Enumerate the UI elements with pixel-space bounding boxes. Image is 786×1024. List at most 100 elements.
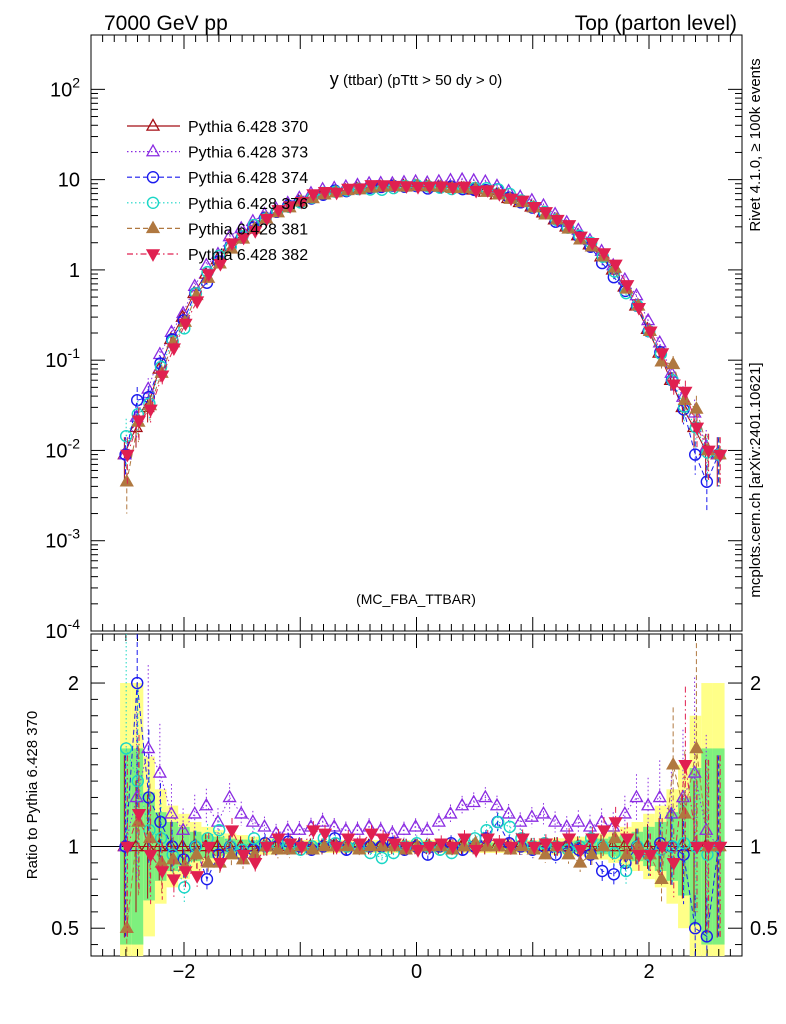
- ratio-data-point: [643, 849, 658, 863]
- main-data-point: [701, 445, 716, 459]
- main-data-point: [187, 278, 202, 291]
- main-data-point: [573, 231, 588, 245]
- ratio-data-point: [454, 797, 470, 811]
- ratio-data-point: [245, 814, 260, 827]
- ratio-data-point: [652, 789, 667, 803]
- ratio-data-point: [619, 864, 633, 878]
- series-6: [120, 180, 728, 938]
- ratio-data-point: [224, 846, 239, 860]
- ratio-data-point: [713, 841, 728, 855]
- legend-label: Pythia 6.428 382: [188, 247, 308, 264]
- ratio-y-tick-label-right: 2: [750, 673, 761, 695]
- legend-entry: Pythia 6.428 370: [127, 118, 308, 136]
- ratio-data-point: [375, 838, 390, 852]
- ratio-data-point: [201, 855, 216, 868]
- ratio-data-point: [700, 930, 714, 943]
- chart-title: y (ttbar) (pTtt > 50 dy > 0): [330, 69, 502, 89]
- ratio-data-point: [607, 868, 621, 881]
- legend: Pythia 6.428 370 Pythia 6.428 373 Pythia 6…: [127, 118, 308, 264]
- main-data-point: [119, 429, 133, 443]
- ratio-data-point: [259, 841, 274, 855]
- legend-marker: [145, 220, 161, 234]
- ratio-data-point: [527, 841, 542, 855]
- ratio-data-point: [689, 841, 705, 855]
- main-data-point: [469, 185, 484, 199]
- main-data-point: [700, 475, 714, 488]
- ratio-plot-frame: [90, 633, 743, 957]
- ratio-data-point: [562, 833, 577, 847]
- ratio-data-point: [617, 805, 632, 819]
- ratio-data-point: [210, 814, 226, 827]
- watermark: (MC_FBA_TTBAR): [356, 591, 476, 607]
- main-data-point: [434, 181, 449, 194]
- main-data-point: [689, 422, 705, 436]
- ratio-series-line: [126, 764, 721, 880]
- main-y-tick-label: 1: [69, 260, 80, 282]
- ratio-data-point: [677, 837, 691, 850]
- ratio-data-point: [408, 819, 423, 832]
- main-data-point: [155, 370, 170, 384]
- ratio-data-point: [491, 815, 505, 829]
- ratio-data-point: [271, 833, 286, 847]
- ratio-data-point: [210, 838, 225, 852]
- ratio-data-point: [445, 841, 460, 855]
- ratio-data-point: [166, 874, 181, 887]
- main-data-point: [131, 415, 147, 429]
- main-data-point: [445, 182, 460, 196]
- ratio-data-point: [573, 855, 588, 868]
- ratio-data-point: [120, 841, 135, 855]
- main-y-tick-label: 10-4: [45, 616, 80, 643]
- ratio-data-point: [666, 840, 679, 853]
- ratio-data-point: [443, 805, 458, 819]
- ratio-y-tick-label: 2: [68, 673, 79, 695]
- main-data-point: [655, 348, 670, 361]
- ratio-data-point: [619, 846, 634, 860]
- ratio-data-point: [248, 858, 263, 871]
- ratio-data-point: [190, 871, 205, 884]
- ratio-data-point: [431, 814, 446, 827]
- ratio-data-point: [201, 841, 216, 855]
- main-data-point: [666, 356, 681, 370]
- ratio-data-point: [155, 866, 170, 879]
- ratio-data-point: [280, 822, 295, 835]
- x-tick-label: 0: [411, 961, 422, 983]
- ratio-y-tick-label-right: 0.5: [750, 918, 778, 940]
- ratio-data-point: [550, 841, 565, 855]
- ratio-data-point: [234, 805, 249, 819]
- ratio-data-point: [200, 872, 214, 886]
- ratio-data-point: [129, 789, 144, 803]
- legend-marker: [146, 196, 160, 210]
- ratio-data-point: [131, 809, 147, 822]
- ratio-data-point: [163, 838, 178, 852]
- ratio-data-point: [375, 851, 389, 865]
- main-data-point: [376, 180, 391, 193]
- legend-marker: [146, 170, 160, 184]
- main-data-point: [399, 181, 414, 194]
- ratio-data-point: [561, 846, 576, 860]
- ratio-data-point: [608, 817, 623, 830]
- ratio-data-point: [457, 833, 472, 847]
- ratio-data-point: [513, 814, 528, 827]
- legend-marker: [145, 249, 161, 262]
- ratio-data-point: [607, 830, 623, 844]
- main-data-point: [178, 318, 193, 332]
- ratio-data-point: [399, 841, 414, 855]
- ratio-data-point: [363, 838, 379, 852]
- ratio-data-point: [340, 838, 355, 852]
- ratio-data-point: [469, 844, 484, 858]
- main-data-point: [306, 189, 321, 202]
- ratio-data-point: [608, 846, 621, 860]
- axes: 10-4 10-3 10-2 10-1 1 10 102 0.5 0.5 1 1 2 2 −2 0 2: [45, 35, 778, 983]
- ratio-data-point: [605, 838, 620, 852]
- ratio-data-point: [629, 789, 644, 803]
- ratio-data-point: [664, 805, 679, 819]
- ratio-data-point: [503, 820, 516, 834]
- main-y-tick-label: 10-2: [45, 435, 80, 462]
- ratio-data-point: [224, 825, 240, 838]
- legend-marker: [145, 118, 161, 131]
- main-data-point: [515, 195, 530, 209]
- ratio-data-point: [164, 805, 179, 819]
- ratio-data-point: [315, 814, 330, 827]
- ratio-data-point: [329, 841, 344, 855]
- ratio-data-point: [701, 841, 716, 855]
